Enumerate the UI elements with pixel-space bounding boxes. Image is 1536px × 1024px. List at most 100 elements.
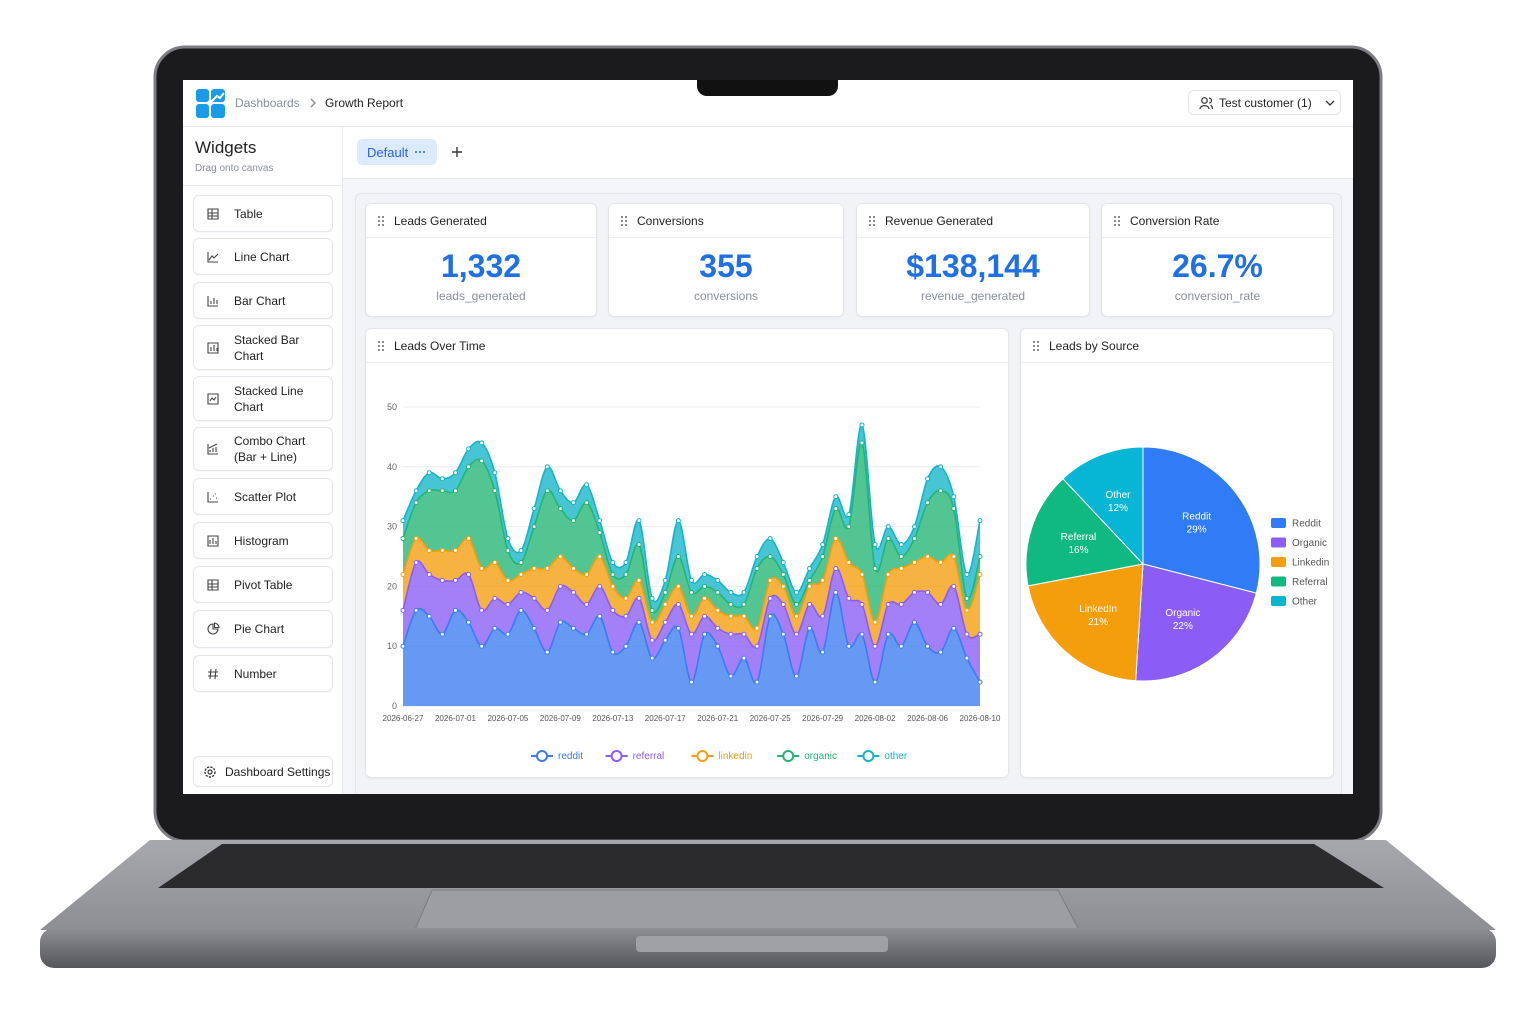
breadcrumb-link[interactable]: Dashboards bbox=[235, 96, 300, 110]
grip-dot bbox=[1033, 348, 1035, 351]
point bbox=[466, 619, 472, 625]
screen: Dashboards Growth Report Test customer (… bbox=[183, 80, 1353, 794]
legend-marker bbox=[862, 750, 875, 762]
tab[interactable]: Default bbox=[357, 139, 437, 165]
point bbox=[584, 482, 590, 488]
slice-value-label: 21% bbox=[1088, 617, 1108, 628]
point bbox=[780, 583, 786, 589]
point bbox=[426, 571, 432, 577]
widget-button[interactable]: Stacked Line Chart bbox=[193, 376, 333, 421]
widget-label: Pivot Table bbox=[234, 577, 293, 592]
grip-dot bbox=[621, 219, 623, 222]
y-tick-label: 0 bbox=[392, 701, 397, 711]
kpi-metric: revenue_generated bbox=[920, 289, 1026, 303]
widget-button[interactable]: Bar Chart bbox=[193, 282, 333, 319]
point bbox=[610, 583, 616, 589]
point bbox=[938, 464, 944, 470]
widget-button[interactable]: Line Chart bbox=[193, 238, 333, 275]
point bbox=[439, 488, 445, 494]
grip-dot bbox=[1114, 223, 1116, 226]
widget-label: Stacked Bar Chart bbox=[234, 332, 300, 363]
grip-dot bbox=[382, 223, 384, 226]
widget-button[interactable]: Histogram bbox=[193, 522, 333, 559]
settings-button[interactable]: Dashboard Settings bbox=[193, 756, 333, 787]
point bbox=[662, 589, 668, 595]
point bbox=[689, 631, 694, 637]
point bbox=[610, 571, 616, 577]
point bbox=[492, 625, 498, 631]
point bbox=[820, 577, 826, 583]
grip-dot bbox=[378, 340, 380, 343]
grip-dot bbox=[1118, 223, 1120, 226]
x-tick-label: 2026-07-29 bbox=[802, 714, 843, 723]
drag-handle bbox=[1114, 215, 1120, 226]
point bbox=[531, 625, 537, 631]
widget-button[interactable]: Number bbox=[193, 655, 333, 692]
grip-dot bbox=[382, 348, 384, 351]
widget-icon bbox=[207, 622, 220, 635]
card-header: Revenue Generated bbox=[857, 204, 1089, 238]
grip-dot bbox=[625, 215, 627, 218]
kpi-title: Conversions bbox=[637, 213, 704, 228]
breadcrumb-current: Growth Report bbox=[325, 96, 404, 110]
kpi-card: Conversion Rate 26.7% conversion_rate bbox=[1101, 203, 1334, 317]
icon-path bbox=[207, 295, 218, 307]
point bbox=[964, 655, 970, 661]
widget-button[interactable]: Pie Chart bbox=[193, 610, 333, 648]
kpi-value: $138,144 bbox=[906, 248, 1040, 284]
icon-path bbox=[207, 491, 218, 503]
point bbox=[833, 494, 839, 500]
point bbox=[505, 577, 511, 583]
series-line bbox=[402, 424, 981, 603]
point bbox=[767, 577, 773, 583]
widget-icon bbox=[207, 341, 219, 354]
point bbox=[964, 595, 970, 601]
point bbox=[728, 601, 734, 607]
point bbox=[649, 595, 655, 601]
y-tick-label: 10 bbox=[387, 641, 397, 651]
y-tick-label: 20 bbox=[387, 581, 397, 591]
add-tab-button[interactable] bbox=[451, 146, 463, 158]
widget-button[interactable]: Pivot Table bbox=[193, 566, 333, 603]
grip-dot bbox=[378, 219, 380, 222]
point bbox=[898, 554, 904, 559]
point bbox=[557, 583, 563, 589]
widget-button[interactable]: Stacked Bar Chart bbox=[193, 325, 333, 370]
x-tick-label: 2026-07-01 bbox=[435, 714, 476, 723]
point bbox=[846, 595, 852, 601]
x-tick-label: 2026-08-10 bbox=[960, 714, 1001, 723]
point bbox=[597, 530, 603, 536]
point bbox=[623, 595, 629, 601]
point bbox=[413, 488, 419, 494]
pie-slice bbox=[1135, 563, 1257, 682]
grip-dot bbox=[869, 215, 871, 218]
point bbox=[977, 631, 983, 637]
account-menu[interactable]: Test customer (1) bbox=[1188, 90, 1341, 115]
widget-button[interactable]: Combo Chart (Bar + Line) bbox=[193, 427, 333, 471]
legend-label: Linkedin bbox=[1292, 558, 1329, 569]
icon-path bbox=[208, 668, 218, 679]
legend-label: Other bbox=[1292, 597, 1318, 608]
point bbox=[728, 673, 734, 679]
point bbox=[754, 554, 760, 559]
grip-dot bbox=[382, 219, 384, 222]
point bbox=[557, 506, 563, 512]
point bbox=[833, 565, 839, 571]
point bbox=[911, 524, 917, 530]
point bbox=[505, 536, 511, 542]
legend-label: Organic bbox=[1292, 538, 1327, 549]
x-tick-label: 2026-07-05 bbox=[487, 714, 528, 723]
point bbox=[413, 607, 419, 613]
point bbox=[938, 601, 944, 607]
widget-button[interactable]: Scatter Plot bbox=[193, 478, 333, 515]
card-header: Leads Generated bbox=[366, 204, 596, 238]
legend-swatch bbox=[1271, 537, 1286, 548]
keyboard bbox=[158, 844, 1384, 888]
icon-path bbox=[207, 251, 219, 263]
kpi-value: 26.7% bbox=[1172, 248, 1263, 284]
grip-dot bbox=[382, 340, 384, 343]
point bbox=[807, 577, 813, 583]
tab-bar: Default bbox=[343, 127, 1353, 179]
point bbox=[925, 500, 931, 506]
widget-button[interactable]: Table bbox=[193, 195, 333, 232]
